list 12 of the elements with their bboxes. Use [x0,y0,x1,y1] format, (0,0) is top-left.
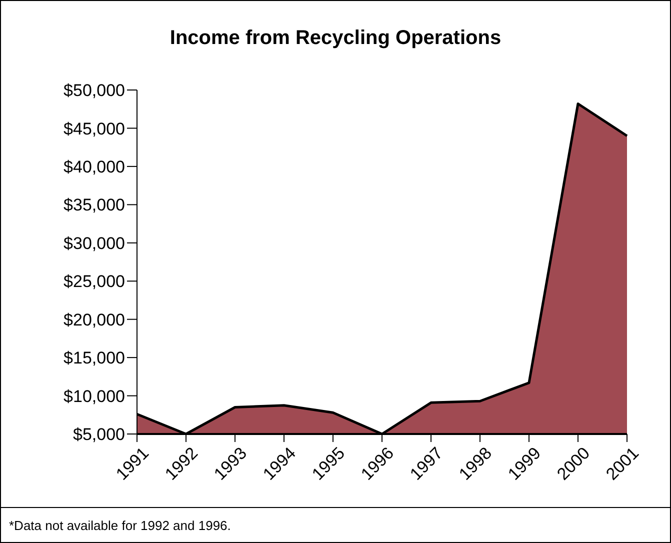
y-tick-label: $25,000 [64,272,125,292]
y-tick-label: $20,000 [64,310,125,330]
y-tick-label: $35,000 [64,196,125,215]
y-tick-label: $10,000 [64,386,125,406]
y-tick-label: $40,000 [64,157,125,176]
y-tick-label: $15,000 [64,348,125,368]
y-tick-label: $5,000 [73,425,125,444]
y-tick-label: $50,000 [64,81,125,100]
y-tick-label: $30,000 [64,234,125,253]
y-tick-label: $45,000 [64,119,125,138]
chart-title: Income from Recycling Operations [168,27,502,50]
text: *Data not available for 1992 and 1996. [9,518,232,533]
